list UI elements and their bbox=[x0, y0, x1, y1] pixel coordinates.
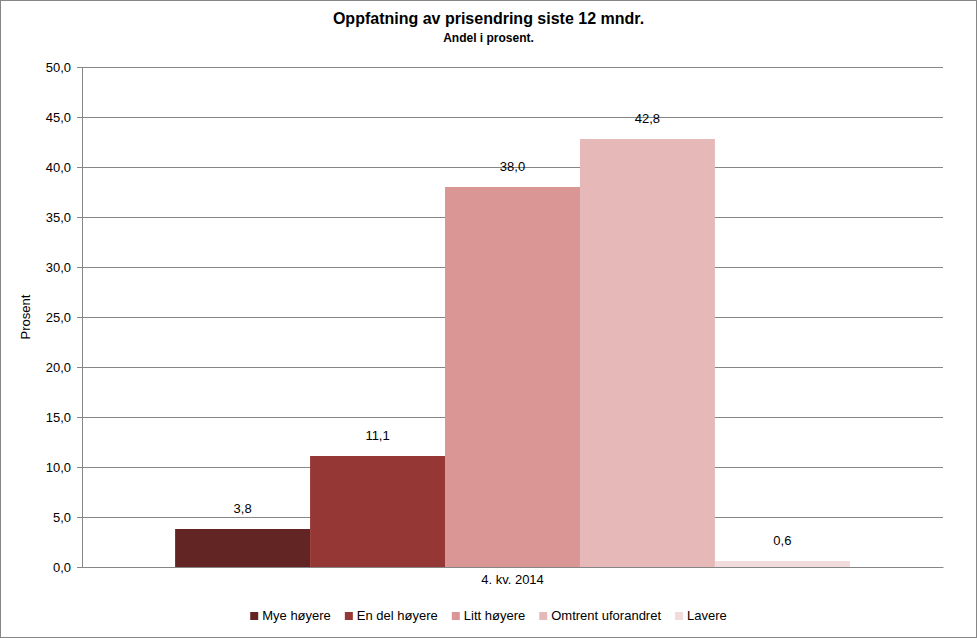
y-tick-mark bbox=[77, 567, 82, 568]
data-label: 38,0 bbox=[500, 159, 525, 174]
legend-label: Mye høyere bbox=[262, 608, 331, 623]
grid bbox=[82, 68, 943, 568]
y-tick-label: 30,0 bbox=[46, 260, 71, 275]
legend-item: En del høyere bbox=[345, 608, 438, 623]
subtitle: Andel i prosent. bbox=[443, 31, 534, 45]
legend-swatch bbox=[345, 612, 353, 620]
y-tick-label: 10,0 bbox=[46, 460, 71, 475]
legend-item: Omtrent uforandret bbox=[539, 608, 661, 623]
bar bbox=[310, 456, 445, 567]
y-tick: 45,0 bbox=[46, 110, 82, 125]
x-axis-line bbox=[83, 567, 944, 568]
legend-label: Lavere bbox=[687, 608, 727, 623]
y-axis-title: Prosent bbox=[18, 294, 33, 339]
y-tick-label: 0,0 bbox=[53, 560, 71, 575]
y-tick: 25,0 bbox=[46, 310, 82, 325]
y-tick-label: 35,0 bbox=[46, 210, 71, 225]
y-tick: 30,0 bbox=[46, 260, 82, 275]
chart-frame bbox=[1, 1, 977, 638]
y-tick-mark bbox=[77, 467, 82, 468]
grid-line bbox=[82, 567, 943, 568]
y-tick: 0,0 bbox=[53, 560, 82, 575]
y-axis: 0,0 5,0 10,0 15,0 20,0 25,0 30,0 35,0 40,0 45,0 50… bbox=[46, 60, 83, 575]
x-tick-label: 4. kv. 2014 bbox=[481, 572, 544, 587]
legend-label: En del høyere bbox=[357, 608, 438, 623]
legend-label: Omtrent uforandret bbox=[551, 608, 661, 623]
y-tick-label: 50,0 bbox=[46, 60, 71, 75]
data-label: 42,8 bbox=[635, 111, 660, 126]
y-tick: 35,0 bbox=[46, 210, 82, 225]
y-tick: 50,0 bbox=[46, 60, 82, 75]
y-tick-mark bbox=[77, 167, 82, 168]
legend-swatch bbox=[675, 612, 683, 620]
grid-line bbox=[82, 117, 943, 118]
legend-item: Litt høyere bbox=[452, 608, 525, 623]
y-tick: 5,0 bbox=[53, 510, 82, 525]
bar bbox=[715, 561, 850, 567]
y-tick-mark bbox=[77, 517, 82, 518]
legend-swatch bbox=[250, 612, 258, 620]
data-labels: 3,8 11,1 38,0 42,8 0,6 bbox=[234, 111, 792, 548]
y-tick-mark bbox=[77, 367, 82, 368]
bars bbox=[175, 139, 850, 567]
bar bbox=[175, 529, 310, 567]
y-tick-label: 5,0 bbox=[53, 510, 71, 525]
bar bbox=[445, 187, 580, 567]
y-tick-label: 20,0 bbox=[46, 360, 71, 375]
title: Oppfatning av prisendring siste 12 mndr. bbox=[333, 10, 644, 27]
x-axis: 4. kv. 2014 bbox=[83, 567, 944, 587]
y-tick-label: 40,0 bbox=[46, 160, 71, 175]
legend-label: Litt høyere bbox=[464, 608, 525, 623]
y-tick-mark bbox=[77, 417, 82, 418]
legend-swatch bbox=[452, 612, 460, 620]
x-tick: 4. kv. 2014 bbox=[481, 567, 544, 587]
data-label: 3,8 bbox=[234, 501, 252, 516]
data-label: 0,6 bbox=[773, 533, 791, 548]
y-tick: 20,0 bbox=[46, 360, 82, 375]
y-tick: 10,0 bbox=[46, 460, 82, 475]
y-tick-label: 45,0 bbox=[46, 110, 71, 125]
legend-swatch bbox=[539, 612, 547, 620]
chart: Oppfatning av prisendring siste 12 mndr.… bbox=[0, 0, 977, 638]
data-label: 11,1 bbox=[365, 428, 389, 443]
y-tick-mark bbox=[77, 67, 82, 68]
bar bbox=[580, 139, 715, 567]
y-tick: 15,0 bbox=[46, 410, 82, 425]
plot: 3,8 11,1 38,0 42,8 0,6 0,0 5,0 10,0 15,0 20,0 25,0… bbox=[46, 60, 944, 588]
y-tick: 40,0 bbox=[46, 160, 82, 175]
y-tick-mark bbox=[77, 117, 82, 118]
y-tick-label: 15,0 bbox=[46, 410, 71, 425]
legend: Mye høyere En del høyere Litt høyere Omtren… bbox=[250, 608, 727, 623]
y-tick-mark bbox=[77, 317, 82, 318]
y-axis-line bbox=[77, 68, 83, 568]
legend-item: Mye høyere bbox=[250, 608, 331, 623]
y-tick-mark bbox=[77, 217, 82, 218]
grid-line bbox=[82, 67, 943, 68]
y-tick-mark bbox=[77, 267, 82, 268]
y-tick-label: 25,0 bbox=[46, 310, 71, 325]
legend-item: Lavere bbox=[675, 608, 727, 623]
